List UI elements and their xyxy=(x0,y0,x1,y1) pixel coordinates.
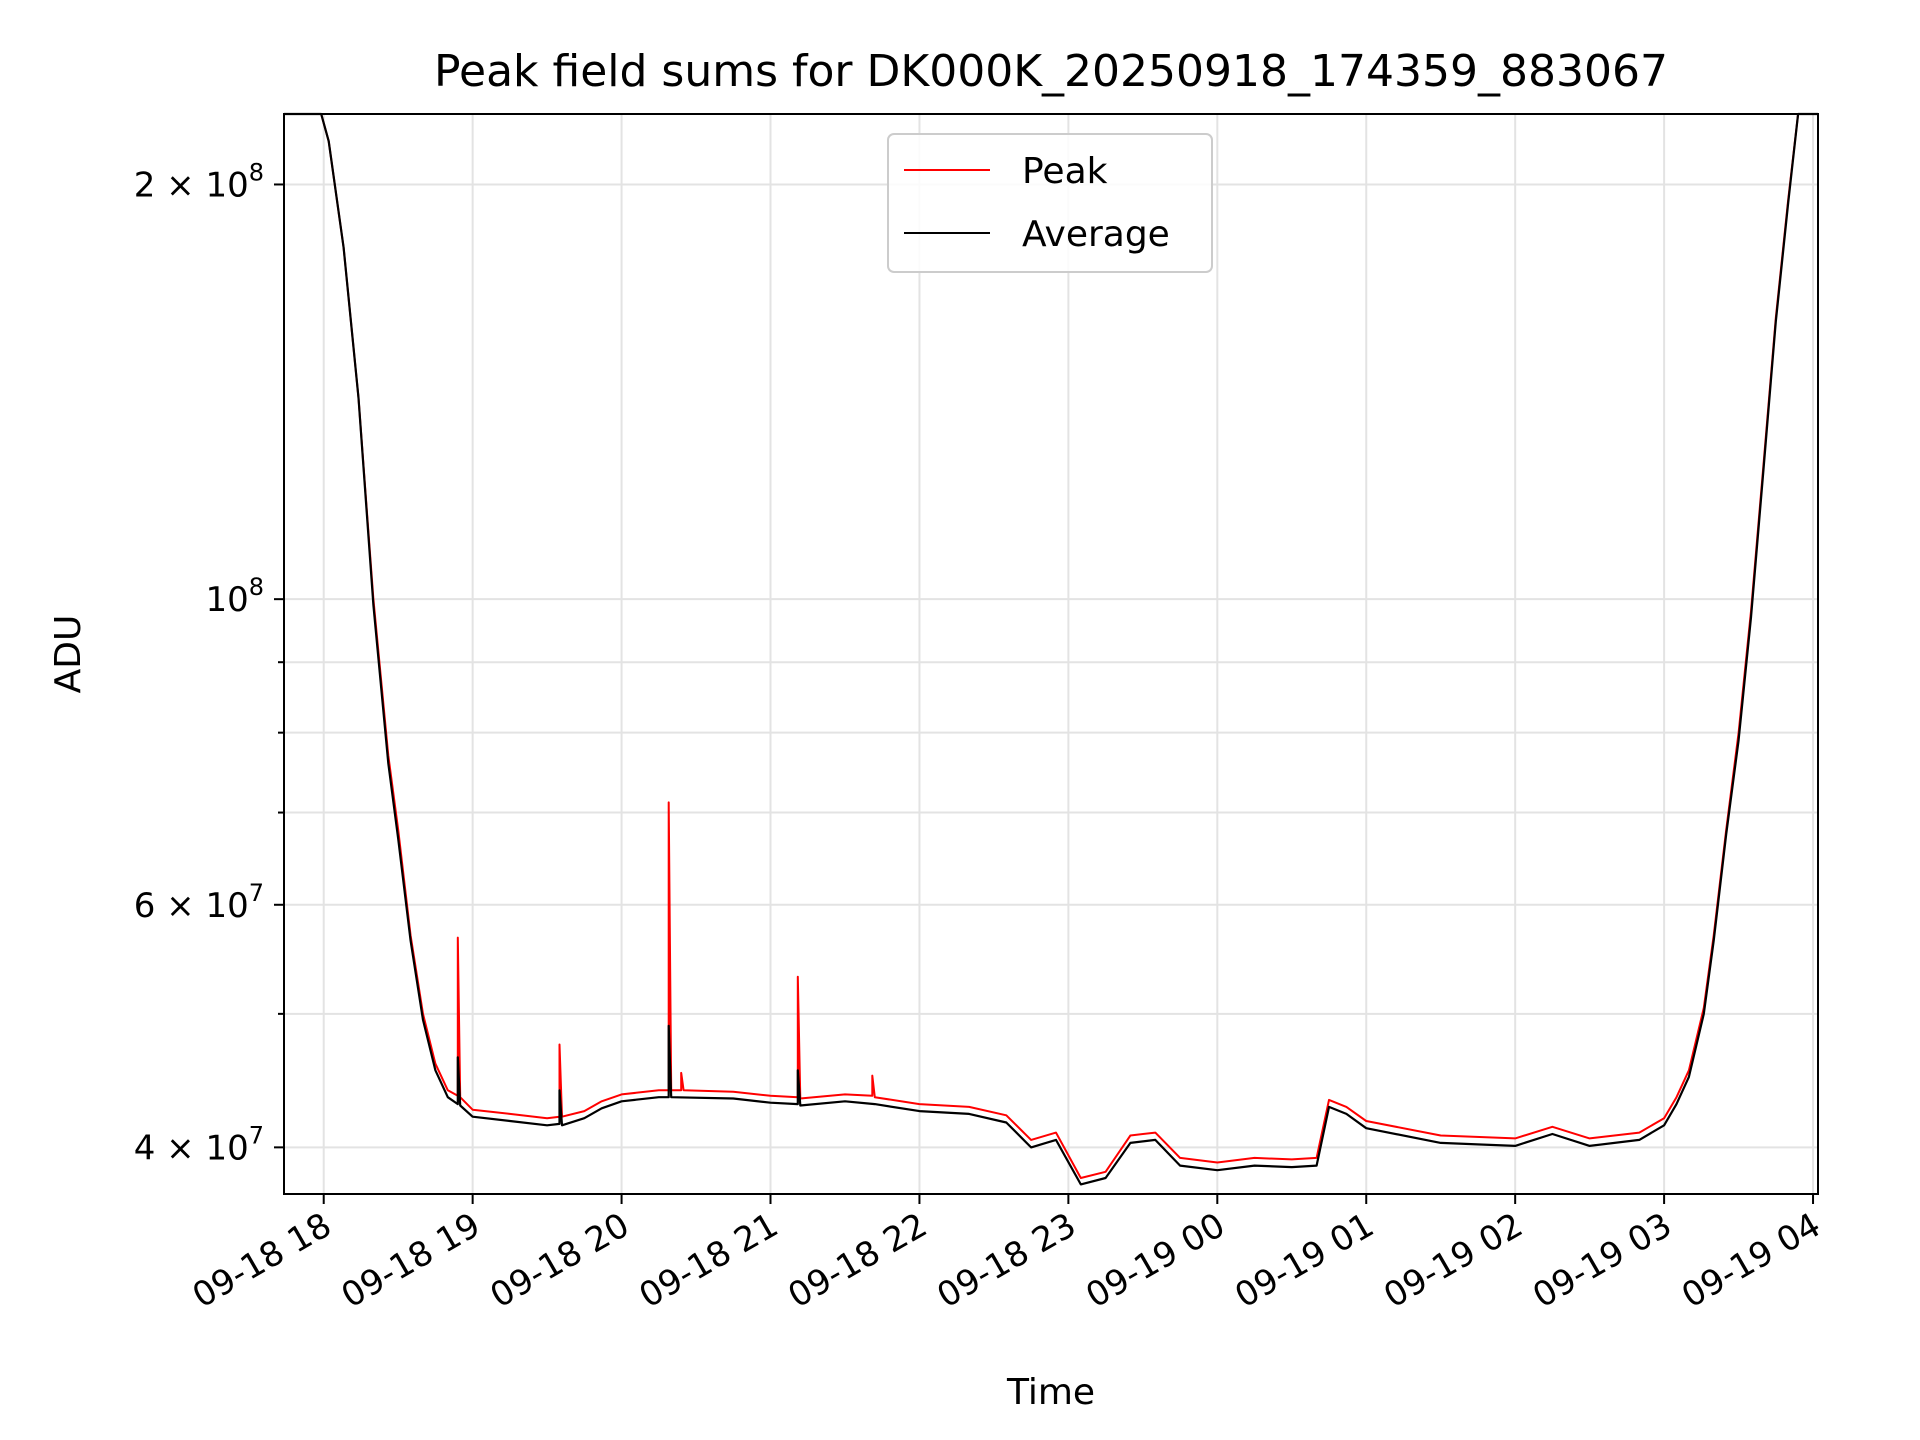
x-axis-label: Time xyxy=(1006,1372,1095,1413)
y-tick-label: 4 × 107 xyxy=(134,1121,264,1168)
legend-peak-label: Peak xyxy=(1022,151,1108,192)
x-tick-label: 09-18 22 xyxy=(782,1205,934,1316)
x-tick-label: 09-18 18 xyxy=(186,1205,338,1316)
x-tick-label: 09-19 02 xyxy=(1377,1205,1529,1316)
x-tick-label: 09-19 00 xyxy=(1079,1205,1231,1316)
series-line-average xyxy=(284,112,1818,1186)
series-line-peak xyxy=(284,113,1818,1179)
x-tick-label: 09-19 04 xyxy=(1675,1205,1827,1316)
y-tick-label: 108 xyxy=(205,573,264,620)
legend-box xyxy=(887,133,1213,273)
plot-frame xyxy=(283,113,1819,1195)
series-layer xyxy=(284,112,1818,1186)
legend: Peak Average xyxy=(887,133,1213,273)
y-tick-label: 2 × 108 xyxy=(134,158,264,205)
y-tick-label: 6 × 107 xyxy=(134,879,264,926)
x-tick-label: 09-18 20 xyxy=(484,1205,636,1316)
x-tick-label: 09-18 21 xyxy=(633,1205,785,1316)
grid xyxy=(284,114,1818,1194)
x-tick-label: 09-19 03 xyxy=(1526,1205,1678,1316)
x-tick-label: 09-18 19 xyxy=(335,1205,487,1316)
legend-average-label: Average xyxy=(1022,214,1170,255)
x-tick-label: 09-19 01 xyxy=(1228,1205,1380,1316)
y-axis-label: ADU xyxy=(48,615,89,694)
x-tick-label: 09-18 23 xyxy=(930,1205,1082,1316)
chart-title: Peak field sums for DK000K_20250918_1743… xyxy=(434,46,1668,97)
